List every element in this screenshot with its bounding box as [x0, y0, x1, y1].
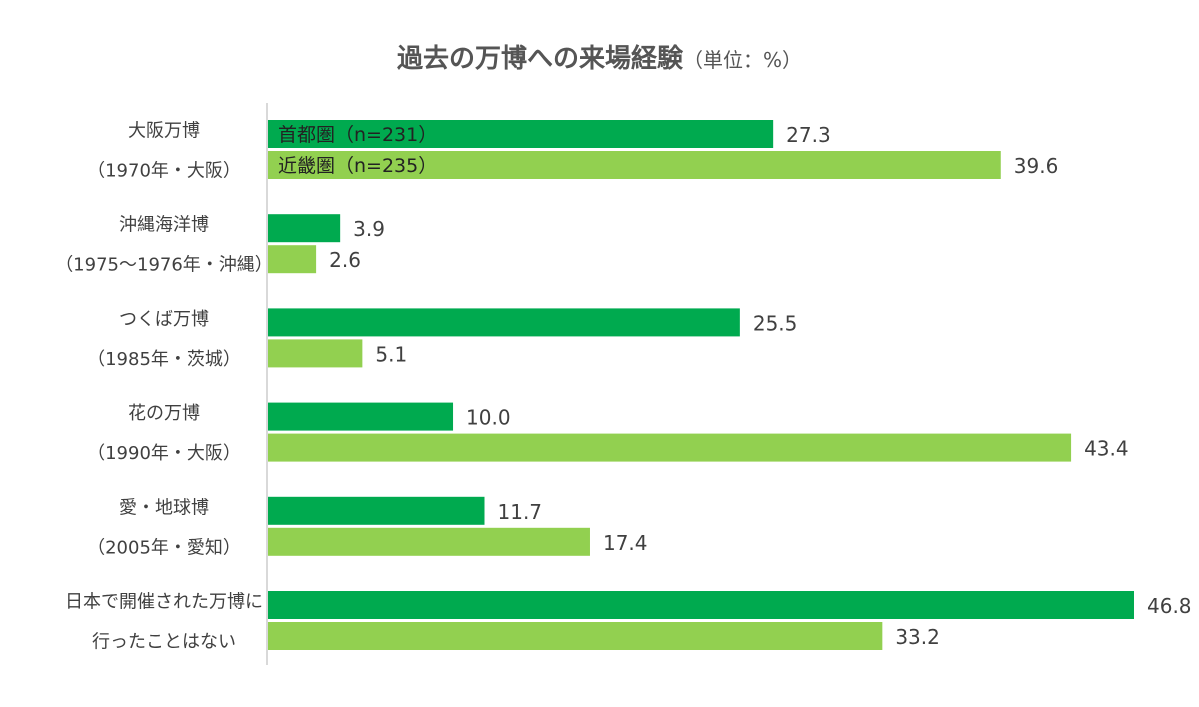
series-label: 近畿圏（n=235）: [278, 155, 437, 177]
category-sublabel: （1985年・茨城）: [87, 349, 241, 370]
category-sublabel: （1975～1976年・沖縄）: [55, 255, 273, 276]
category-label: 愛・地球博: [119, 497, 209, 518]
category-label: つくば万博: [119, 309, 209, 330]
chart-title: 過去の万博への来場経験（単位：%）: [0, 38, 1199, 75]
bar-shutoken: [268, 308, 740, 337]
bar-kinki: [268, 339, 363, 368]
data-label: 33.2: [895, 625, 940, 649]
data-label: 25.5: [753, 311, 798, 335]
chart-title-unit: （単位：%）: [683, 48, 803, 72]
data-label: 10.0: [466, 406, 511, 430]
bar-kinki: [268, 622, 883, 650]
bar-shutoken: [268, 402, 454, 431]
bar-kinki: [268, 433, 1072, 462]
category-sublabel: （1970年・大阪）: [87, 161, 241, 182]
bar-shutoken: [268, 120, 774, 148]
data-label: 3.9: [353, 217, 385, 241]
bar-kinki: [268, 245, 317, 274]
data-label: 39.6: [1014, 154, 1059, 178]
bar-shutoken: [268, 214, 341, 243]
bar-shutoken: [268, 496, 485, 525]
data-label: 5.1: [375, 342, 407, 366]
data-label: 46.8: [1147, 594, 1192, 618]
category-label: 大阪万博: [128, 121, 200, 142]
category-sublabel: （1990年・大阪）: [87, 443, 241, 464]
category-sublabel: （2005年・愛知）: [87, 537, 241, 558]
data-label: 27.3: [786, 123, 831, 147]
data-label: 2.6: [329, 248, 361, 272]
category-label: 花の万博: [128, 403, 200, 424]
chart-title-main: 過去の万博への来場経験: [396, 44, 683, 74]
data-label: 17.4: [603, 531, 648, 555]
bar-kinki: [268, 151, 1001, 179]
data-label: 11.7: [498, 500, 543, 524]
bar-kinki: [268, 527, 590, 556]
category-label: 日本で開催された万博に: [65, 592, 263, 613]
category-sublabel: 行ったことはない: [92, 632, 236, 653]
bar-shutoken: [268, 591, 1134, 619]
data-label: 43.4: [1084, 437, 1129, 461]
category-label: 沖縄海洋博: [119, 215, 209, 236]
series-label: 首都圏（n=231）: [278, 124, 437, 146]
